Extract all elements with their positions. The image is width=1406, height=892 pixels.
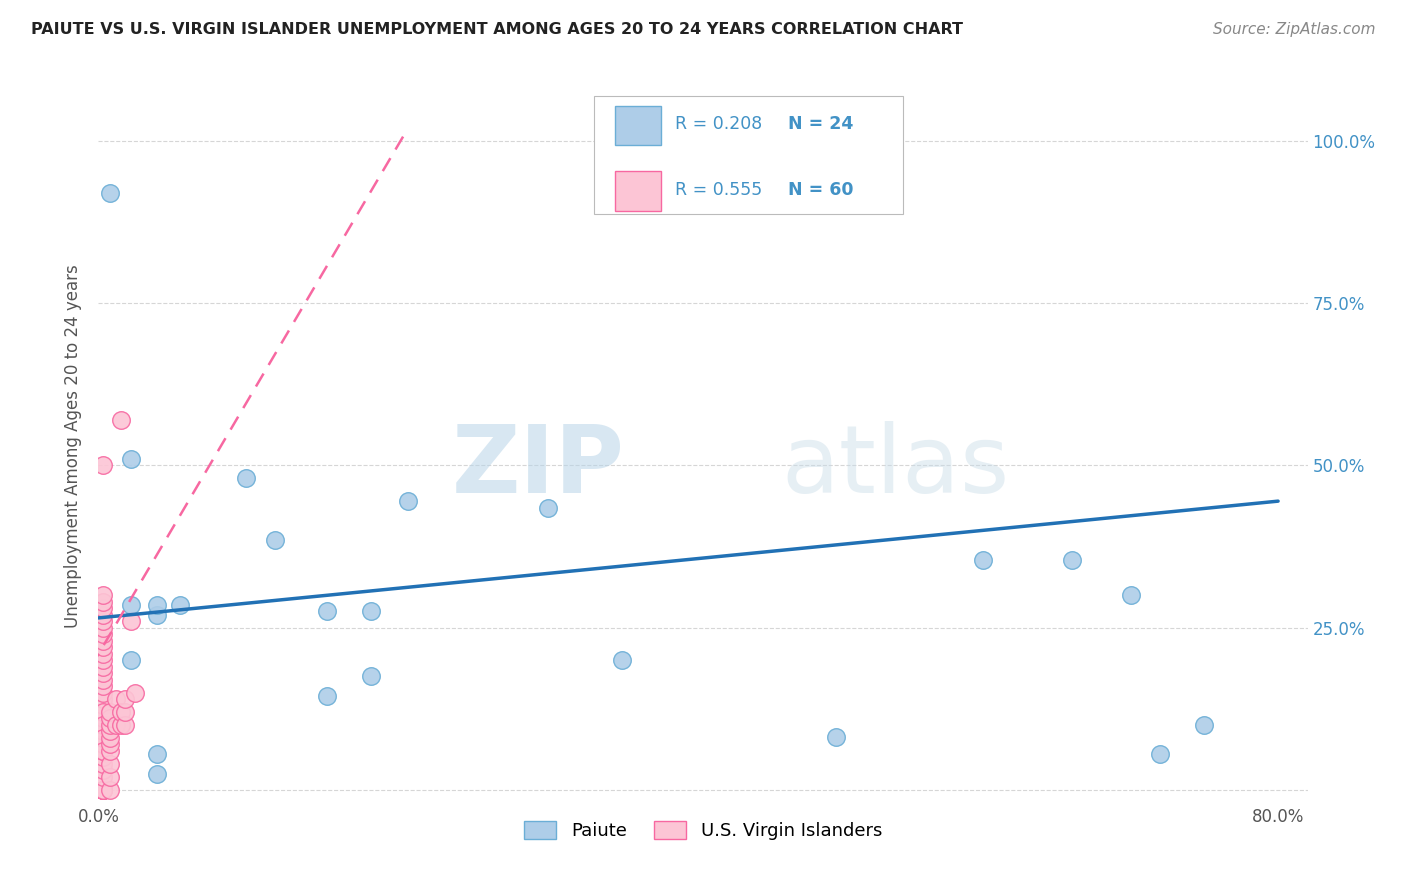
Y-axis label: Unemployment Among Ages 20 to 24 years: Unemployment Among Ages 20 to 24 years bbox=[65, 264, 83, 628]
Point bbox=[91, 750, 114, 764]
Point bbox=[360, 669, 382, 683]
Point bbox=[235, 471, 257, 485]
Point bbox=[91, 601, 114, 615]
Point bbox=[316, 689, 339, 703]
Point bbox=[824, 730, 846, 744]
Point bbox=[110, 413, 132, 427]
Point bbox=[91, 659, 114, 673]
Point bbox=[91, 782, 114, 797]
Point bbox=[120, 598, 142, 612]
Point bbox=[114, 692, 136, 706]
Point bbox=[91, 782, 114, 797]
Text: ZIP: ZIP bbox=[451, 421, 624, 514]
Point bbox=[98, 770, 121, 784]
Point bbox=[396, 494, 419, 508]
Point bbox=[91, 588, 114, 602]
Point bbox=[91, 782, 114, 797]
Text: PAIUTE VS U.S. VIRGIN ISLANDER UNEMPLOYMENT AMONG AGES 20 TO 24 YEARS CORRELATIO: PAIUTE VS U.S. VIRGIN ISLANDER UNEMPLOYM… bbox=[31, 22, 963, 37]
Bar bbox=[614, 105, 661, 145]
Point bbox=[91, 647, 114, 661]
Point bbox=[110, 718, 132, 732]
Point bbox=[98, 756, 121, 771]
Point bbox=[91, 705, 114, 719]
Point bbox=[91, 666, 114, 681]
Point bbox=[98, 724, 121, 739]
Text: Source: ZipAtlas.com: Source: ZipAtlas.com bbox=[1212, 22, 1375, 37]
Point bbox=[91, 756, 114, 771]
Text: atlas: atlas bbox=[782, 421, 1010, 514]
Point bbox=[91, 744, 114, 758]
Point bbox=[91, 614, 114, 628]
Point bbox=[146, 598, 169, 612]
Point bbox=[91, 782, 114, 797]
Point bbox=[91, 744, 114, 758]
Point bbox=[91, 705, 114, 719]
Point bbox=[91, 698, 114, 713]
Point bbox=[98, 705, 121, 719]
Point bbox=[91, 724, 114, 739]
Point bbox=[91, 627, 114, 641]
Point bbox=[91, 692, 114, 706]
Point bbox=[360, 604, 382, 618]
Point bbox=[120, 452, 142, 467]
Point bbox=[91, 685, 114, 699]
Point bbox=[114, 718, 136, 732]
Point bbox=[91, 764, 114, 778]
Point bbox=[146, 607, 169, 622]
Point bbox=[91, 458, 114, 473]
Legend: Paiute, U.S. Virgin Islanders: Paiute, U.S. Virgin Islanders bbox=[516, 814, 890, 847]
Point bbox=[98, 731, 121, 745]
Point bbox=[91, 633, 114, 648]
Point bbox=[91, 718, 114, 732]
Point bbox=[91, 718, 114, 732]
Point bbox=[91, 679, 114, 693]
Point bbox=[1119, 588, 1142, 602]
Bar bbox=[614, 171, 661, 211]
Point bbox=[98, 744, 121, 758]
Point bbox=[1060, 552, 1083, 566]
Point bbox=[98, 738, 121, 752]
Point bbox=[110, 705, 132, 719]
Point bbox=[114, 705, 136, 719]
Point bbox=[91, 738, 114, 752]
Text: R = 0.208: R = 0.208 bbox=[675, 115, 762, 133]
Point bbox=[91, 640, 114, 654]
Point bbox=[1194, 718, 1216, 732]
Point bbox=[146, 747, 169, 761]
Point bbox=[91, 595, 114, 609]
Point bbox=[264, 533, 287, 547]
Point bbox=[91, 621, 114, 635]
Point bbox=[105, 718, 128, 732]
Point bbox=[91, 607, 114, 622]
Point bbox=[91, 782, 114, 797]
Point bbox=[1149, 747, 1171, 761]
Point bbox=[91, 782, 114, 797]
Point bbox=[124, 685, 146, 699]
Point bbox=[120, 653, 142, 667]
Point bbox=[972, 552, 994, 566]
Point bbox=[610, 653, 633, 667]
Point bbox=[105, 692, 128, 706]
Point bbox=[120, 614, 142, 628]
Point bbox=[98, 718, 121, 732]
Point bbox=[91, 653, 114, 667]
Point bbox=[91, 731, 114, 745]
Point bbox=[169, 598, 191, 612]
Point bbox=[98, 711, 121, 725]
Point bbox=[537, 500, 560, 515]
Text: N = 60: N = 60 bbox=[787, 181, 853, 199]
Point bbox=[91, 711, 114, 725]
Text: R = 0.555: R = 0.555 bbox=[675, 181, 762, 199]
Point bbox=[146, 766, 169, 780]
Point bbox=[91, 770, 114, 784]
FancyBboxPatch shape bbox=[595, 96, 903, 214]
Point bbox=[98, 186, 121, 200]
Point bbox=[98, 782, 121, 797]
Text: N = 24: N = 24 bbox=[787, 115, 853, 133]
Point bbox=[91, 731, 114, 745]
Point bbox=[91, 673, 114, 687]
Point bbox=[316, 604, 339, 618]
